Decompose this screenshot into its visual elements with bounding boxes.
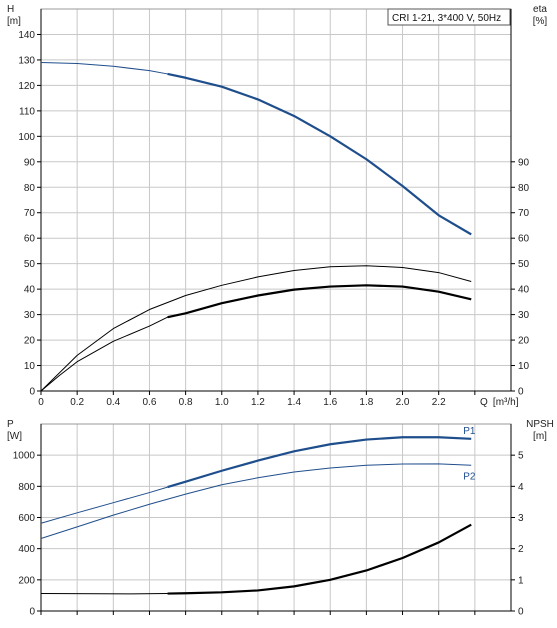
x-tick-label: 1.6 — [323, 397, 337, 408]
left-tick-label: 200 — [18, 575, 35, 586]
left-axis-unit: [m] — [7, 16, 21, 27]
right-tick-label: 5 — [518, 451, 524, 462]
right-tick-label: 90 — [518, 157, 530, 168]
top-plot-area: 0 10 20 30 40 50 60 70 80 90 100 110 120 130 140 0 10 20 3… — [7, 4, 547, 408]
left-tick-label: 1000 — [13, 451, 36, 462]
right-tick-label: 30 — [518, 310, 530, 321]
right-tick-label: 4 — [518, 482, 524, 493]
x-tick-label: 0 — [38, 397, 44, 408]
left-tick-label: 10 — [24, 361, 36, 372]
left-tick-label: 20 — [24, 336, 36, 347]
x-tick-label: 2.2 — [432, 397, 446, 408]
left-tick-label: 140 — [18, 30, 35, 41]
left-tick-label: 80 — [24, 183, 36, 194]
left-tick-label: 50 — [24, 259, 36, 270]
left-tick-label: 400 — [18, 544, 35, 555]
series-label-p2: P2 — [463, 471, 476, 482]
left-tick-label: 0 — [29, 387, 35, 398]
x-tick-label: 0.8 — [179, 397, 193, 408]
right-tick-label: 60 — [518, 234, 530, 245]
right-axis-unit: [m] — [533, 431, 547, 442]
left-axis-label: P — [7, 419, 14, 430]
x-tick-label: 0.2 — [70, 397, 84, 408]
x-tick-label: 1.8 — [359, 397, 373, 408]
left-tick-label: 120 — [18, 81, 35, 92]
x-axis-label: Q — [480, 397, 488, 408]
right-tick-label: 80 — [518, 183, 530, 194]
x-tick-label: 2.0 — [396, 397, 410, 408]
right-axis-label: eta — [533, 4, 547, 15]
left-tick-label: 130 — [18, 55, 35, 66]
series-line-eta-total — [167, 284, 472, 319]
series-line-eta-pump — [40, 265, 472, 392]
legend-box — [387, 8, 511, 26]
series-line-p1 — [167, 436, 472, 489]
series-label-p1: P1 — [463, 426, 476, 437]
left-tick-label: 600 — [18, 513, 35, 524]
legend-text: CRI 1-21, 3*400 V, 50Hz — [392, 13, 501, 24]
right-tick-label: 20 — [518, 336, 530, 347]
series-line-eta-extrapolated — [40, 316, 168, 392]
series-line-p2 — [40, 463, 472, 540]
left-tick-label: 70 — [24, 208, 36, 219]
right-tick-label: 1 — [518, 575, 524, 586]
right-tick-label: 50 — [518, 259, 530, 270]
series-line-p1-thin — [40, 486, 168, 524]
left-axis-label: H — [7, 4, 14, 15]
right-tick-label: 2 — [518, 544, 524, 555]
left-tick-label: 0 — [29, 607, 35, 618]
x-tick-label: 0.4 — [106, 397, 120, 408]
x-tick-label: 1.0 — [215, 397, 229, 408]
left-tick-label: 60 — [24, 234, 36, 245]
right-axis-unit: [%] — [533, 16, 548, 27]
series-line-npsh — [167, 523, 472, 595]
x-tick-label: 1.4 — [287, 397, 301, 408]
right-axis-label: NPSH — [526, 419, 554, 430]
series-line-h-thin — [40, 61, 168, 75]
left-tick-label: 30 — [24, 310, 36, 321]
bottom-plot-area: 0 200 400 600 800 1000 0 1 2 3 4 5 P[W] NPSH[m] P1 P2 — [7, 419, 554, 618]
left-tick-label: 90 — [24, 157, 36, 168]
right-tick-label: 70 — [518, 208, 530, 219]
left-tick-label: 40 — [24, 285, 36, 296]
x-tick-label: 0.6 — [143, 397, 157, 408]
left-tick-label: 110 — [19, 106, 35, 117]
x-tick-label: 1.2 — [251, 397, 265, 408]
right-tick-label: 3 — [518, 513, 524, 524]
left-tick-label: 800 — [18, 482, 35, 493]
left-axis-unit: [W] — [7, 431, 22, 442]
right-tick-label: 0 — [518, 387, 524, 398]
x-axis-unit: [m³/h] — [493, 397, 519, 408]
left-tick-label: 100 — [18, 132, 35, 143]
right-tick-label: 40 — [518, 285, 530, 296]
right-tick-label: 0 — [518, 607, 524, 618]
series-line-h — [167, 72, 472, 236]
right-tick-label: 10 — [518, 361, 530, 372]
